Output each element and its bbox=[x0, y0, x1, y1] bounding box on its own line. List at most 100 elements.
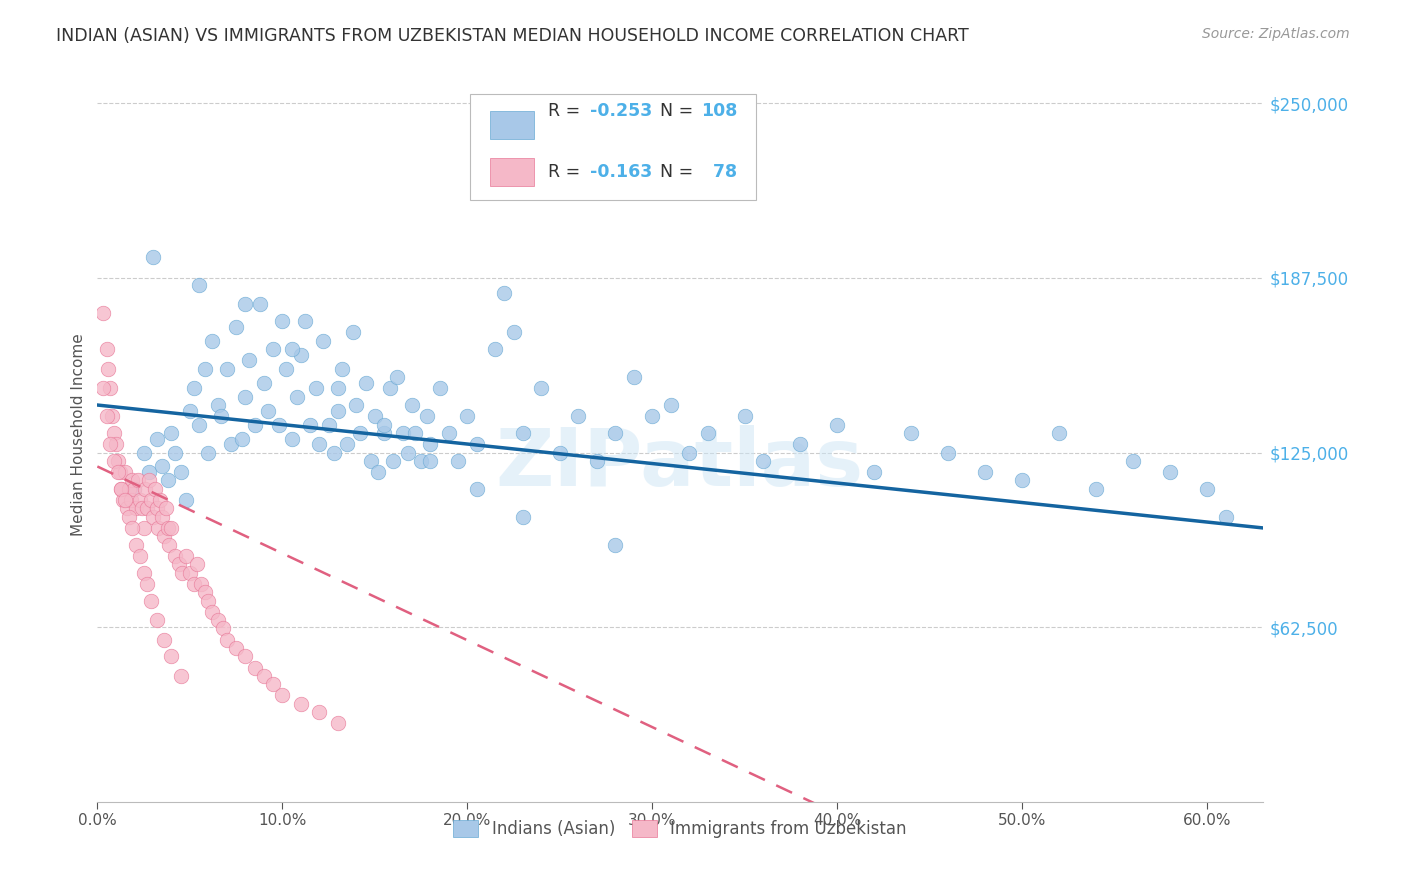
Point bbox=[114, 465, 136, 479]
Text: N =: N = bbox=[661, 163, 699, 181]
Point bbox=[121, 521, 143, 535]
Point bbox=[623, 370, 645, 384]
Point bbox=[373, 425, 395, 440]
Point bbox=[103, 425, 125, 440]
Point bbox=[447, 454, 470, 468]
Point bbox=[678, 445, 700, 459]
Point bbox=[156, 474, 179, 488]
Point bbox=[349, 425, 371, 440]
Point bbox=[143, 482, 166, 496]
Point bbox=[145, 432, 167, 446]
Point bbox=[936, 445, 959, 459]
Point bbox=[112, 493, 135, 508]
Text: R =: R = bbox=[548, 163, 586, 181]
Point bbox=[304, 381, 326, 395]
Point bbox=[136, 576, 159, 591]
Point bbox=[107, 465, 129, 479]
Point bbox=[484, 342, 506, 356]
Point bbox=[179, 403, 201, 417]
Point bbox=[336, 437, 359, 451]
Point bbox=[299, 417, 322, 432]
Point bbox=[1047, 425, 1070, 440]
Text: Source: ZipAtlas.com: Source: ZipAtlas.com bbox=[1202, 27, 1350, 41]
Point bbox=[183, 576, 205, 591]
Point bbox=[605, 425, 627, 440]
Point bbox=[249, 297, 271, 311]
Text: 108: 108 bbox=[702, 102, 737, 120]
Point bbox=[201, 334, 224, 348]
Point bbox=[225, 640, 247, 655]
Point bbox=[1122, 454, 1144, 468]
Point bbox=[142, 250, 165, 264]
Point bbox=[274, 361, 297, 376]
Text: N =: N = bbox=[661, 102, 699, 120]
Point bbox=[512, 425, 534, 440]
Point bbox=[1159, 465, 1181, 479]
Point bbox=[360, 454, 382, 468]
Point bbox=[789, 437, 811, 451]
Point bbox=[475, 158, 498, 172]
Point bbox=[373, 417, 395, 432]
Point bbox=[96, 342, 118, 356]
Point bbox=[456, 409, 478, 424]
Point bbox=[186, 558, 208, 572]
Point bbox=[900, 425, 922, 440]
Point bbox=[96, 409, 118, 424]
Point bbox=[659, 398, 682, 412]
Point bbox=[215, 632, 238, 647]
Point bbox=[139, 593, 162, 607]
Point bbox=[378, 381, 401, 395]
Point bbox=[415, 409, 437, 424]
Point bbox=[98, 437, 121, 451]
Point bbox=[190, 576, 212, 591]
Point bbox=[243, 417, 266, 432]
Point bbox=[233, 390, 256, 404]
Point bbox=[256, 403, 278, 417]
Point bbox=[290, 348, 312, 362]
Point bbox=[231, 432, 253, 446]
FancyBboxPatch shape bbox=[491, 158, 534, 186]
Point bbox=[409, 454, 432, 468]
Point bbox=[419, 437, 441, 451]
Point bbox=[364, 409, 387, 424]
Point bbox=[530, 381, 553, 395]
Text: -0.163: -0.163 bbox=[591, 163, 652, 181]
Point bbox=[108, 465, 131, 479]
Point bbox=[285, 390, 308, 404]
Point bbox=[429, 381, 451, 395]
Point bbox=[118, 482, 141, 496]
Point bbox=[243, 660, 266, 674]
Point bbox=[863, 465, 886, 479]
Point bbox=[121, 474, 143, 488]
Point bbox=[150, 459, 173, 474]
Point bbox=[125, 501, 148, 516]
Point bbox=[124, 482, 146, 496]
Point bbox=[91, 381, 114, 395]
Text: 78: 78 bbox=[702, 163, 737, 181]
Point bbox=[354, 376, 377, 390]
Point bbox=[174, 549, 197, 563]
Text: INDIAN (ASIAN) VS IMMIGRANTS FROM UZBEKISTAN MEDIAN HOUSEHOLD INCOME CORRELATION: INDIAN (ASIAN) VS IMMIGRANTS FROM UZBEKI… bbox=[56, 27, 969, 45]
Point bbox=[163, 549, 186, 563]
Point bbox=[138, 465, 160, 479]
Point bbox=[125, 538, 148, 552]
Point bbox=[342, 326, 364, 340]
Point bbox=[752, 454, 775, 468]
Point bbox=[271, 689, 294, 703]
Point bbox=[131, 501, 153, 516]
Point bbox=[194, 585, 217, 599]
Point bbox=[734, 409, 756, 424]
Point bbox=[145, 613, 167, 627]
Point bbox=[233, 297, 256, 311]
Point bbox=[207, 613, 229, 627]
Point bbox=[160, 425, 183, 440]
Point bbox=[1215, 509, 1237, 524]
Point bbox=[149, 493, 172, 508]
Point bbox=[280, 432, 302, 446]
Point bbox=[194, 361, 217, 376]
Point bbox=[127, 474, 149, 488]
Point bbox=[163, 445, 186, 459]
Point bbox=[209, 409, 232, 424]
Point bbox=[326, 381, 349, 395]
Point bbox=[312, 334, 335, 348]
